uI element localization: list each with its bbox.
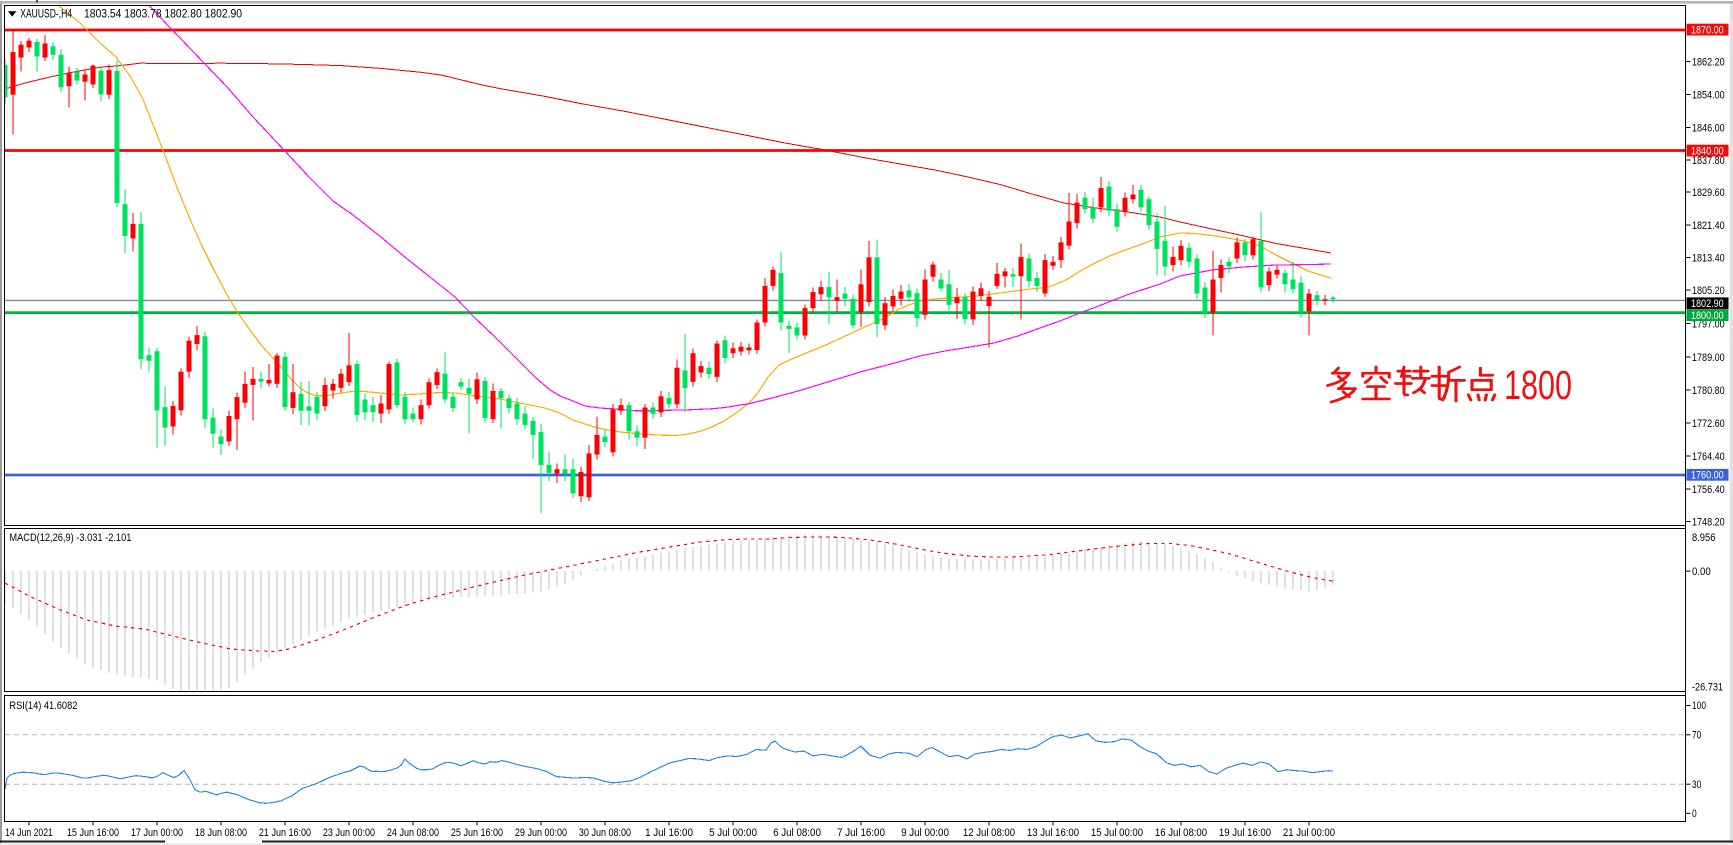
svg-text:1780.80: 1780.80 (1692, 385, 1725, 397)
svg-text:1840.00: 1840.00 (1691, 146, 1724, 158)
svg-text:1829.60: 1829.60 (1692, 187, 1725, 199)
svg-text:30: 30 (1692, 779, 1701, 791)
svg-text:18 Jun 08:00: 18 Jun 08:00 (195, 827, 247, 839)
svg-text:1789.00: 1789.00 (1692, 352, 1725, 364)
svg-text:1800.00: 1800.00 (1691, 310, 1724, 322)
svg-text:25 Jun 16:00: 25 Jun 16:00 (451, 827, 503, 839)
svg-text:1803.54 1803.78 1802.80 1802.9: 1803.54 1803.78 1802.80 1802.90 (84, 8, 242, 20)
svg-text:13 Jul 16:00: 13 Jul 16:00 (1027, 827, 1079, 839)
svg-text:1756.40: 1756.40 (1692, 484, 1725, 496)
svg-text:1805.20: 1805.20 (1692, 285, 1725, 297)
svg-text:21 Jul 00:00: 21 Jul 00:00 (1283, 827, 1335, 839)
svg-text:70: 70 (1692, 730, 1701, 742)
svg-text:0.00: 0.00 (1692, 566, 1711, 578)
svg-text:15 Jul 00:00: 15 Jul 00:00 (1091, 827, 1143, 839)
svg-text:19 Jul 16:00: 19 Jul 16:00 (1219, 827, 1271, 839)
svg-text:1797.00: 1797.00 (1692, 318, 1725, 330)
svg-text:8.956: 8.956 (1692, 532, 1715, 544)
svg-text:1802.90: 1802.90 (1691, 298, 1724, 310)
svg-text:1837.80: 1837.80 (1692, 155, 1725, 167)
svg-text:1772.60: 1772.60 (1692, 418, 1725, 430)
svg-text:MACD(12,26,9) -3.031 -2.101: MACD(12,26,9) -3.031 -2.101 (9, 532, 131, 544)
svg-text:1862.20: 1862.20 (1692, 56, 1725, 68)
svg-text:100: 100 (1692, 700, 1706, 712)
svg-text:1854.00: 1854.00 (1692, 89, 1725, 101)
svg-text:24 Jun 08:00: 24 Jun 08:00 (387, 827, 439, 839)
svg-text:1846.00: 1846.00 (1692, 122, 1725, 134)
svg-text:RSI(14) 41.6082: RSI(14) 41.6082 (9, 700, 77, 712)
svg-text:1800: 1800 (1504, 362, 1572, 408)
svg-text:29 Jun 00:00: 29 Jun 00:00 (515, 827, 567, 839)
svg-text:0: 0 (1692, 808, 1697, 820)
svg-text:1870.00: 1870.00 (1691, 25, 1724, 37)
svg-text:XAUUSD-,H4: XAUUSD-,H4 (20, 8, 72, 20)
svg-text:1760.00: 1760.00 (1691, 470, 1724, 482)
svg-text:16 Jul 08:00: 16 Jul 08:00 (1155, 827, 1207, 839)
svg-text:1764.40: 1764.40 (1692, 451, 1725, 463)
svg-text:1813.40: 1813.40 (1692, 252, 1725, 264)
svg-text:7 Jul 16:00: 7 Jul 16:00 (837, 827, 885, 839)
svg-text:6 Jul 08:00: 6 Jul 08:00 (773, 827, 821, 839)
svg-text:12 Jul 08:00: 12 Jul 08:00 (963, 827, 1015, 839)
svg-text:15 Jun 16:00: 15 Jun 16:00 (67, 827, 119, 839)
svg-text:9 Jul 00:00: 9 Jul 00:00 (901, 827, 949, 839)
svg-text:30 Jun 08:00: 30 Jun 08:00 (579, 827, 631, 839)
svg-text:21 Jun 16:00: 21 Jun 16:00 (259, 827, 311, 839)
svg-text:1821.40: 1821.40 (1692, 220, 1725, 232)
svg-text:23 Jun 00:00: 23 Jun 00:00 (323, 827, 375, 839)
svg-text:1748.20: 1748.20 (1692, 516, 1725, 528)
svg-text:-26.731: -26.731 (1692, 682, 1723, 694)
svg-text:17 Jun 00:00: 17 Jun 00:00 (131, 827, 183, 839)
svg-text:1 Jul 16:00: 1 Jul 16:00 (645, 827, 693, 839)
svg-text:14 Jun 2021: 14 Jun 2021 (5, 827, 53, 839)
svg-text:5 Jul 00:00: 5 Jul 00:00 (709, 827, 757, 839)
